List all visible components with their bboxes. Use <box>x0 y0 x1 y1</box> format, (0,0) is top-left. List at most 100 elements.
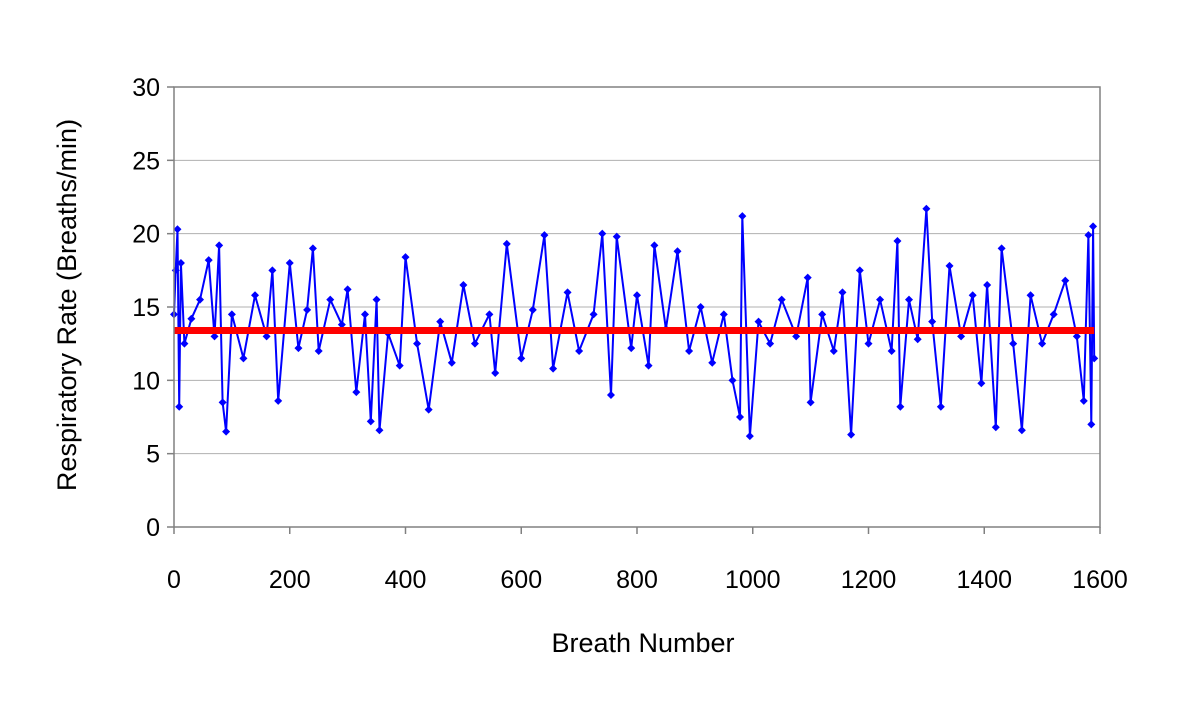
data-point <box>326 295 335 304</box>
data-point <box>395 361 404 370</box>
data-point <box>413 339 422 348</box>
data-point <box>1090 354 1099 363</box>
y-tick-label: 25 <box>132 147 160 175</box>
data-point <box>685 347 694 355</box>
data-point <box>222 427 231 436</box>
data-point <box>829 347 838 355</box>
data-point <box>204 256 213 265</box>
data-point <box>294 344 303 353</box>
data-point <box>766 339 775 348</box>
data-point <box>792 332 801 341</box>
data-point <box>251 291 260 300</box>
data-point <box>957 332 966 341</box>
data-point <box>502 239 511 248</box>
data-point <box>847 430 856 439</box>
y-axis-ticks: 0 5 10 15 20 25 30 <box>132 74 174 542</box>
data-point <box>210 332 219 341</box>
data-point <box>1049 310 1058 319</box>
data-point <box>180 339 189 348</box>
x-tick-label: 200 <box>269 566 311 594</box>
data-point <box>991 423 1000 432</box>
data-point <box>268 266 277 275</box>
data-point <box>1079 396 1088 405</box>
data-point <box>936 402 945 411</box>
data-point <box>575 347 584 355</box>
data-point <box>1087 420 1096 429</box>
data-point <box>196 295 205 304</box>
data-point <box>673 247 682 256</box>
data-point <box>997 244 1006 253</box>
x-tick-label: 800 <box>616 566 658 594</box>
data-point <box>818 310 827 319</box>
y-tick-label: 0 <box>146 514 160 542</box>
data-point <box>401 253 410 262</box>
data-point <box>968 291 977 300</box>
data-point <box>876 295 885 304</box>
x-tick-label: 400 <box>385 566 427 594</box>
data-point <box>945 261 954 270</box>
data-point <box>589 310 598 319</box>
data-point <box>540 231 549 240</box>
data-point <box>922 204 931 213</box>
data-point <box>528 305 537 314</box>
data-point <box>977 379 986 388</box>
data-point <box>1009 339 1018 348</box>
data-point <box>1084 231 1093 240</box>
y-axis-title: Respiratory Rate (Breaths/min) <box>52 119 82 491</box>
data-point <box>549 364 558 373</box>
data-point <box>1089 222 1098 231</box>
data-point <box>893 237 902 245</box>
data-point <box>708 358 717 367</box>
data-point <box>644 361 653 370</box>
data-point <box>447 358 456 367</box>
data-point <box>173 225 182 234</box>
data-point <box>360 310 369 319</box>
x-tick-label: 0 <box>167 566 181 594</box>
series-line <box>173 207 1096 438</box>
data-point <box>1061 276 1070 285</box>
data-point <box>806 398 815 407</box>
x-tick-label: 1400 <box>956 566 1012 594</box>
data-point <box>627 344 636 353</box>
data-point <box>303 305 312 314</box>
x-tick-label: 1000 <box>725 566 781 594</box>
data-point <box>738 212 747 221</box>
data-point <box>285 259 294 267</box>
data-point <box>218 398 227 407</box>
data-point <box>491 369 500 377</box>
data-point <box>745 432 754 441</box>
data-point <box>563 288 572 297</box>
data-point <box>777 295 786 304</box>
y-tick-label: 15 <box>132 294 160 322</box>
data-point <box>517 354 526 363</box>
data-point <box>239 354 248 363</box>
data-point <box>337 320 346 329</box>
data-point <box>436 317 445 326</box>
data-point <box>896 402 905 411</box>
data-point <box>1017 426 1026 435</box>
x-tick-label: 1200 <box>841 566 897 594</box>
data-point <box>375 426 384 435</box>
data-point <box>274 396 283 405</box>
data-point <box>1072 332 1081 341</box>
data-point <box>352 388 361 397</box>
data-point <box>1026 291 1035 300</box>
data-point <box>366 417 375 426</box>
series-layer <box>170 204 1099 441</box>
data-point <box>887 347 896 355</box>
x-tick-label: 1600 <box>1072 566 1128 594</box>
data-point <box>308 244 317 253</box>
data-point <box>424 405 433 414</box>
data-point <box>838 288 847 297</box>
data-point <box>855 266 864 275</box>
data-point <box>262 332 271 341</box>
data-point <box>696 303 705 311</box>
data-point <box>754 317 763 326</box>
data-point <box>459 281 468 289</box>
y-tick-label: 10 <box>132 367 160 395</box>
x-tick-label: 600 <box>500 566 542 594</box>
x-axis-title: Breath Number <box>551 628 734 658</box>
data-point <box>905 295 914 304</box>
